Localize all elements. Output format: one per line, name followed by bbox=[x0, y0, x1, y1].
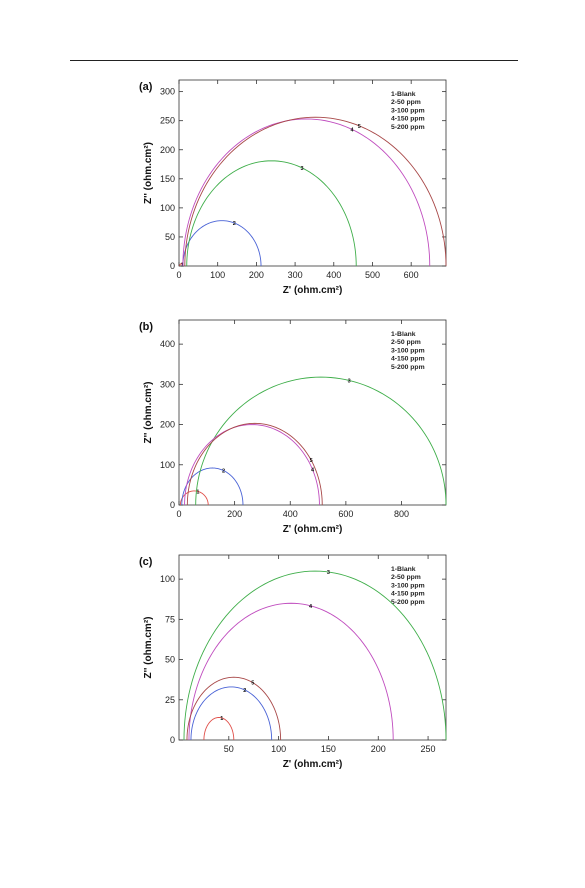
top-rule bbox=[70, 60, 518, 61]
y-tick-label: 0 bbox=[170, 735, 175, 745]
chart-panel-c: 50 100 150 200 250 0 25 50 75 100 (c) Z' (ohm.cm²) Z… bbox=[139, 554, 447, 770]
series-line bbox=[188, 602, 394, 741]
x-axis-label: Z' (ohm.cm²) bbox=[283, 524, 343, 535]
legend-entry: 2-50 ppm bbox=[391, 574, 421, 581]
y-tick-label: 200 bbox=[160, 420, 175, 430]
series-line bbox=[184, 116, 447, 267]
legend-entry: 4-150 ppm bbox=[391, 356, 425, 363]
legend-entry: 4-150 ppm bbox=[391, 116, 425, 123]
y-tick-label: 50 bbox=[165, 232, 175, 242]
y-tick-label: 50 bbox=[165, 655, 175, 665]
legend-entry: 2-50 ppm bbox=[391, 339, 421, 346]
series-line bbox=[203, 717, 235, 741]
x-tick-label: 0 bbox=[176, 509, 181, 519]
series-line bbox=[184, 424, 320, 506]
plot-frame bbox=[178, 79, 447, 267]
series-line bbox=[182, 220, 262, 267]
legend-entry: 3-100 ppm bbox=[391, 582, 425, 589]
y-axis-label: Z'' (ohm.cm²) bbox=[143, 142, 154, 204]
x-tick-label: 50 bbox=[224, 744, 234, 754]
x-tick-label: 400 bbox=[326, 270, 341, 280]
series-line bbox=[190, 686, 273, 741]
y-axis-label: Z'' (ohm.cm²) bbox=[143, 617, 154, 679]
y-tick-label: 100 bbox=[160, 203, 175, 213]
panel-label: (c) bbox=[139, 556, 153, 568]
legend-entry: 5-200 ppm bbox=[391, 124, 425, 131]
y-tick-label: 200 bbox=[160, 145, 175, 155]
x-tick-label: 200 bbox=[227, 509, 242, 519]
plot-frame bbox=[178, 554, 447, 741]
series-line bbox=[182, 118, 431, 267]
y-tick-label: 25 bbox=[165, 695, 175, 705]
series-line bbox=[186, 422, 323, 506]
y-axis-label: Z'' (ohm.cm²) bbox=[143, 382, 154, 444]
x-tick-label: 250 bbox=[421, 744, 436, 754]
x-tick-label: 800 bbox=[394, 509, 409, 519]
series-number-label: 1 bbox=[196, 489, 199, 495]
series-line bbox=[195, 376, 447, 506]
chart-panel-a: 0 100 200 300 400 500 600 0 50 100 150 200 250 300 (a)… bbox=[139, 79, 447, 296]
x-tick-label: 200 bbox=[249, 270, 264, 280]
panel-label: (a) bbox=[139, 81, 153, 93]
series-number-label: 5 bbox=[358, 124, 361, 130]
legend-entry: 1-Blank bbox=[391, 566, 416, 573]
legend-entry: 2-50 ppm bbox=[391, 99, 421, 106]
x-tick-label: 500 bbox=[365, 270, 380, 280]
legend-entry: 1-Blank bbox=[391, 331, 416, 338]
series-number-label: 1 bbox=[220, 716, 223, 722]
legend-entry: 5-200 ppm bbox=[391, 599, 425, 606]
legend-entry: 4-150 ppm bbox=[391, 591, 425, 598]
x-tick-label: 100 bbox=[210, 270, 225, 280]
x-axis-label: Z' (ohm.cm²) bbox=[283, 759, 343, 770]
x-tick-label: 600 bbox=[338, 509, 353, 519]
series-number-label: 4 bbox=[311, 467, 315, 473]
series-number-label: 3 bbox=[301, 166, 304, 172]
series-number-label: 3 bbox=[348, 378, 351, 384]
chart-panel-b: 0 200 400 600 800 0 100 200 300 400 (b) Z' (ohm.cm²… bbox=[139, 319, 447, 535]
legend-entry: 5-200 ppm bbox=[391, 364, 425, 371]
y-tick-label: 300 bbox=[160, 379, 175, 389]
x-tick-label: 400 bbox=[283, 509, 298, 519]
y-tick-label: 75 bbox=[165, 614, 175, 624]
y-tick-label: 300 bbox=[160, 87, 175, 97]
series-number-label: 2 bbox=[233, 221, 236, 227]
series-number-label: 2 bbox=[222, 469, 225, 475]
series-number-label: 4 bbox=[350, 127, 354, 133]
legend-entry: 3-100 ppm bbox=[391, 107, 425, 114]
y-tick-label: 0 bbox=[170, 500, 175, 510]
series-number-label: 2 bbox=[243, 688, 246, 694]
y-tick-label: 100 bbox=[160, 574, 175, 584]
x-tick-label: 100 bbox=[271, 744, 286, 754]
series-number-label: 5 bbox=[251, 681, 254, 687]
y-tick-label: 400 bbox=[160, 339, 175, 349]
y-tick-label: 150 bbox=[160, 174, 175, 184]
series-number-label: 5 bbox=[310, 458, 313, 464]
series-line bbox=[186, 676, 282, 741]
series-number-label: 4 bbox=[309, 604, 313, 610]
panel-label: (b) bbox=[139, 321, 153, 333]
y-tick-label: 0 bbox=[170, 261, 175, 271]
plot-frame bbox=[178, 319, 447, 506]
x-axis-label: Z' (ohm.cm²) bbox=[283, 285, 343, 296]
x-tick-label: 0 bbox=[176, 270, 181, 280]
series-line bbox=[183, 570, 447, 741]
series-line bbox=[181, 467, 244, 506]
x-tick-label: 150 bbox=[321, 744, 336, 754]
y-tick-label: 100 bbox=[160, 460, 175, 470]
x-tick-label: 600 bbox=[404, 270, 419, 280]
x-tick-label: 200 bbox=[371, 744, 386, 754]
series-line bbox=[179, 263, 183, 266]
series-number-label: 1 bbox=[181, 262, 184, 268]
legend-entry: 3-100 ppm bbox=[391, 347, 425, 354]
x-tick-label: 300 bbox=[288, 270, 303, 280]
y-tick-label: 250 bbox=[160, 116, 175, 126]
series-line bbox=[186, 160, 357, 267]
legend-entry: 1-Blank bbox=[391, 91, 416, 98]
series-number-label: 3 bbox=[327, 570, 330, 576]
